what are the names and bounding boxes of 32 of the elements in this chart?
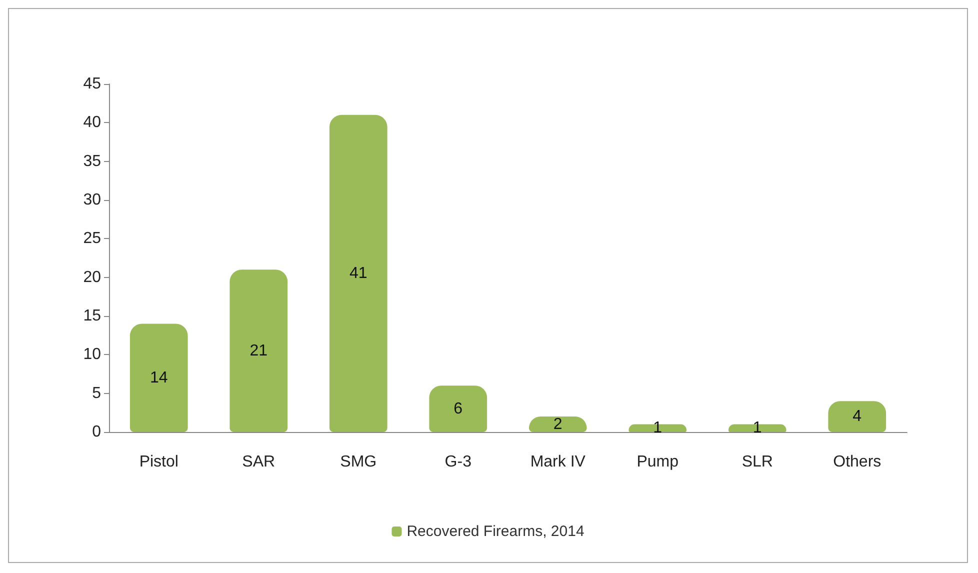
data-label: 4 [852, 408, 862, 426]
x-tick-label: SMG [340, 454, 377, 470]
bar [230, 270, 288, 432]
y-tick-label: 0 [92, 424, 102, 440]
y-tick-label: 40 [83, 114, 102, 132]
bar [329, 114, 388, 432]
x-tick-label: Mark IV [530, 454, 586, 470]
data-label: 14 [150, 369, 168, 386]
x-tick-label: SAR [242, 454, 276, 470]
y-tick-label: 5 [92, 384, 102, 402]
x-tick-label: SLR [742, 454, 773, 470]
data-label: 6 [454, 400, 463, 418]
x-tick-label: Others [833, 454, 882, 470]
y-tick-label: 10 [83, 346, 102, 364]
legend-label: Recovered Firearms, 2014 [406, 523, 584, 540]
data-label: 1 [752, 420, 762, 437]
bar [130, 324, 188, 432]
data-label: 1 [653, 420, 662, 437]
data-label: 41 [349, 264, 368, 282]
y-tick-label: 20 [83, 268, 102, 286]
y-tick-label: 15 [83, 308, 102, 324]
y-tick-label: 35 [83, 152, 102, 170]
x-tick-label: Pump [636, 454, 679, 470]
x-tick-label: Pistol [139, 454, 178, 470]
bar [828, 401, 886, 432]
bar [429, 386, 488, 432]
y-tick-label: 45 [83, 76, 102, 92]
y-tick-label: 25 [83, 230, 102, 248]
data-label: 21 [250, 342, 268, 360]
y-tick-label: 30 [83, 192, 102, 208]
data-label: 2 [553, 416, 562, 433]
x-tick-label: G-3 [444, 454, 472, 470]
